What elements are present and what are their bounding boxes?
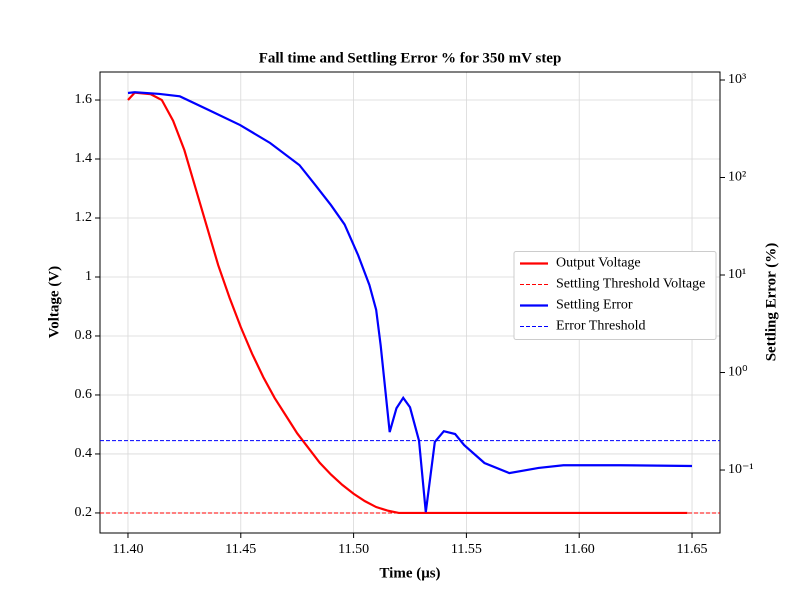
x-tick-label: 11.65 [677,542,708,557]
y2-axis-label: Settling Error (%) [763,243,779,362]
y-tick-label: 0.6 [75,387,93,402]
y-tick-label: 1.2 [75,210,93,225]
y2-tick-label: 10¹ [728,267,746,282]
x-tick-label: 11.40 [112,542,143,557]
y-tick-label: 1.6 [75,92,93,107]
series-line [127,91,688,515]
x-tick-label: 11.60 [564,542,595,557]
y-tick-label: 1.4 [75,151,93,166]
y-tick-label: 0.8 [75,328,93,343]
y-tick-label: 0.4 [75,446,93,461]
x-tick-label: 11.50 [338,542,369,557]
chart-title: Fall time and Settling Error % for 350 m… [259,50,562,66]
legend-label: Output Voltage [556,256,641,271]
y2-tick-label: 10⁻¹ [728,462,754,477]
legend-label: Settling Threshold Voltage [556,277,705,292]
y2-tick-label: 10⁰ [728,365,748,380]
legend-box [513,251,717,340]
y-tick-label: 0.2 [75,505,93,520]
y2-tick-label: 10³ [728,72,746,87]
y-tick-label: 1 [85,269,92,284]
y-axis-label: Voltage (V) [46,266,62,338]
legend-label: Error Threshold [556,319,646,334]
x-axis-label: Time (μs) [379,565,440,581]
plot-frame [99,71,721,534]
series-line [127,91,693,513]
legend-label: Settling Error [556,298,633,313]
x-tick-label: 11.55 [451,542,482,557]
x-tick-label: 11.45 [225,542,256,557]
y2-tick-label: 10² [728,170,746,185]
